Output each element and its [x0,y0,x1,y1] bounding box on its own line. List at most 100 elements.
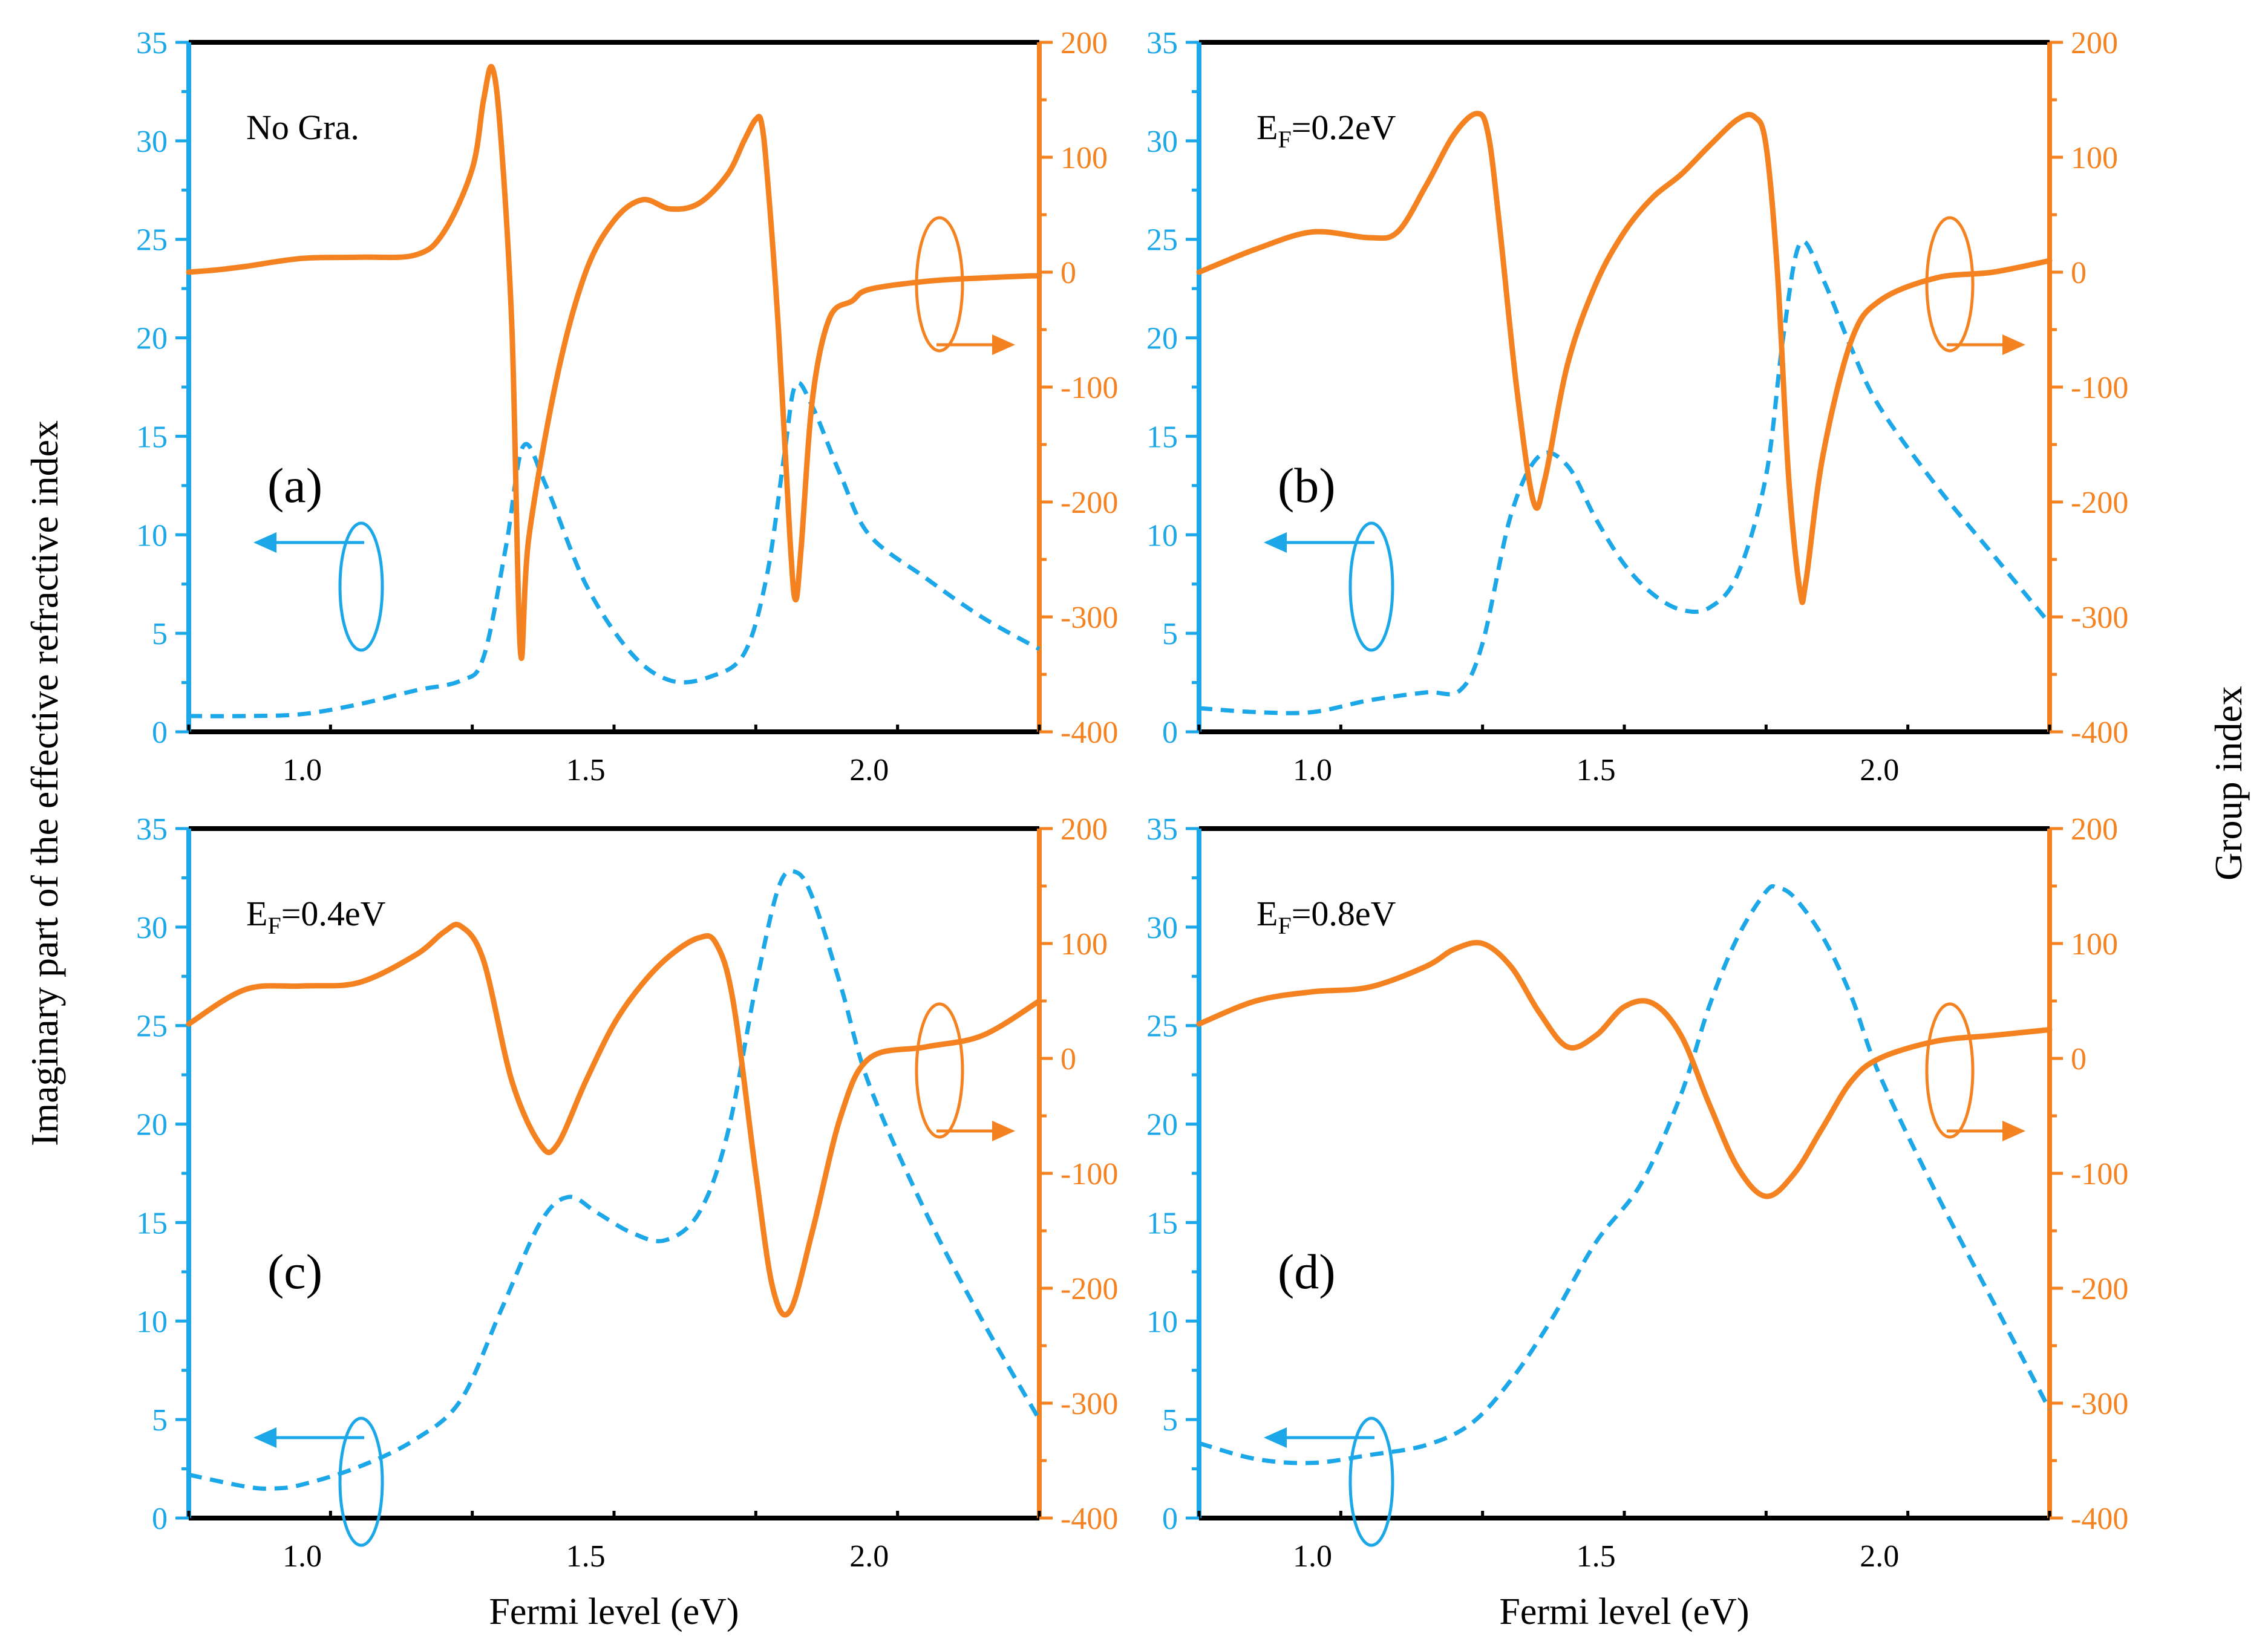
left-tick-label: 0 [152,1502,168,1536]
right-tick-label: -300 [2071,601,2128,635]
left-tick-label: 10 [136,1305,168,1339]
x-tick-label: 1.5 [566,753,606,787]
left-tick-label: 25 [1146,1009,1178,1044]
left-tick-label: 35 [1146,26,1178,60]
left-tick-label: 10 [136,518,168,553]
right-axis-ellipse [915,1002,964,1139]
right-tick-label: -200 [2071,1272,2128,1306]
left-tick-label: 20 [136,322,168,356]
right-axis-ellipse [1925,1002,1975,1139]
right-tick-label: -100 [1060,371,1118,405]
right-tick-label: 200 [1060,812,1108,847]
left-axis-arrowhead [1264,1427,1287,1448]
left-tick-label: 0 [1162,715,1178,750]
left-tick-label: 25 [1146,223,1178,258]
right-tick-label: 0 [2071,1042,2087,1077]
left-axis-ellipse [1348,521,1394,652]
right-tick-label: -400 [1060,1502,1118,1536]
right-tick-label: 100 [1060,927,1108,962]
x-tick-label: 2.0 [849,1539,889,1574]
right-tick-label: 0 [1060,256,1076,290]
figure-ylabel-right: Group index [2207,686,2250,881]
x-axis-label: Fermi level (eV) [1499,1591,1749,1632]
x-tick-label: 1.0 [283,1539,322,1574]
right-tick-label: 100 [1060,141,1108,175]
right-tick-label: 0 [2071,256,2087,290]
left-tick-label: 20 [136,1108,168,1142]
x-tick-label: 1.0 [283,753,322,787]
x-tick-label: 1.5 [1577,753,1616,787]
left-axis-ellipse [338,521,384,652]
right-tick-label: 200 [2071,812,2118,847]
left-tick-label: 5 [152,617,168,651]
left-tick-label: 25 [136,223,168,258]
left-tick-label: 0 [152,715,168,750]
left-axis-ellipse [1348,1416,1394,1547]
right-tick-label: -100 [2071,1157,2128,1191]
left-axis-arrowhead [253,532,276,553]
right-axis-arrowhead [2002,334,2025,355]
panel-label: (d) [1278,1244,1336,1299]
x-tick-label: 1.5 [1577,1539,1616,1574]
right-tick-label: -300 [1060,1387,1118,1421]
panel-label: (a) [267,458,322,513]
right-tick-label: 0 [1060,1042,1076,1077]
fermi-annotation: EF=0.4eV [246,894,386,939]
left-tick-label: 5 [152,1403,168,1438]
imaginary-index-series [1198,884,2052,1465]
right-tick-label: -200 [1060,486,1118,520]
imaginary-index-series [188,380,1041,719]
left-tick-label: 15 [136,420,168,454]
left-tick-label: 35 [136,812,168,847]
group-index-series [1196,940,2053,1199]
right-axis-ellipse [915,216,964,353]
left-tick-label: 20 [1146,322,1178,356]
panel-label: (b) [1278,458,1336,513]
left-axis-arrowhead [1264,532,1287,553]
panel-a: 1.0 1.5 2.0 0 5 10 15 20 25 30 35 -400 -300 -200 -100 0… [136,26,1118,787]
fermi-annotation: EF=0.8eV [1257,894,1396,939]
left-tick-label: 15 [1146,420,1178,454]
left-tick-label: 10 [1146,518,1178,553]
left-tick-label: 30 [136,911,168,945]
x-tick-label: 2.0 [1860,1539,1899,1574]
left-axis-arrowhead [253,1427,276,1448]
x-tick-label: 2.0 [1860,753,1899,787]
right-axis-arrowhead [992,334,1015,355]
left-tick-label: 30 [1146,125,1178,159]
right-tick-label: 100 [2071,927,2118,962]
x-tick-label: 2.0 [849,753,889,787]
right-tick-label: -100 [1060,1157,1118,1191]
right-tick-label: -200 [2071,486,2128,520]
fermi-annotation: EF=0.2eV [1257,108,1396,153]
left-axis-ellipse [338,1416,384,1547]
figure-ylabel-left: Imaginary part of the effective refracti… [23,420,66,1146]
x-tick-label: 1.5 [566,1539,606,1574]
left-tick-label: 35 [136,26,168,60]
right-tick-label: -200 [1060,1272,1118,1306]
right-axis-arrowhead [2002,1121,2025,1141]
right-tick-label: -400 [2071,715,2128,750]
group-index-series [1196,111,2053,605]
left-tick-label: 5 [1162,617,1178,651]
x-axis-label: Fermi level (eV) [489,1591,739,1632]
panel-d: 1.0 1.5 2.0 0 5 10 15 20 25 30 35 -400 -300 -200 -100 0… [1146,812,2128,1632]
left-tick-label: 5 [1162,1403,1178,1438]
right-tick-label: -300 [2071,1387,2128,1421]
right-tick-label: 100 [2071,141,2118,175]
left-tick-label: 20 [1146,1108,1178,1142]
group-index-series [186,922,1042,1318]
left-tick-label: 15 [136,1206,168,1240]
right-tick-label: -400 [2071,1502,2128,1536]
left-tick-label: 35 [1146,812,1178,847]
panel-b: 1.0 1.5 2.0 0 5 10 15 20 25 30 35 -400 -300 -200 -100 0… [1146,26,2128,787]
left-tick-label: 25 [136,1009,168,1044]
imaginary-index-series [188,869,1042,1491]
left-tick-label: 0 [1162,1502,1178,1536]
right-tick-label: -300 [1060,601,1118,635]
imaginary-index-series [1198,239,2051,715]
left-tick-label: 10 [1146,1305,1178,1339]
x-tick-label: 1.0 [1293,1539,1332,1574]
right-tick-label: 200 [1060,26,1108,60]
